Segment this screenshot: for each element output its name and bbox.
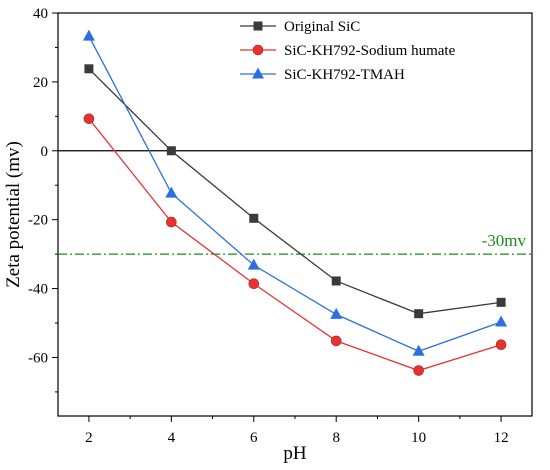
x-tick-label: 2	[85, 430, 93, 446]
y-tick-label: 40	[33, 6, 48, 22]
data-point-1-4	[413, 365, 424, 376]
data-point-0-0	[84, 64, 94, 74]
data-point-1-3	[330, 335, 342, 347]
legend-label-2: SiC-KH792-TMAH	[284, 67, 405, 83]
y-tick-label: -60	[28, 350, 48, 366]
y-tick-label: -40	[28, 282, 48, 298]
data-point-0-4	[414, 309, 424, 319]
legend-marker-1	[252, 44, 264, 56]
legend-label-0: Original SiC	[284, 19, 360, 35]
data-point-1-1	[166, 216, 177, 228]
legend-marker-0	[253, 21, 263, 31]
data-point-1-0	[83, 113, 95, 125]
series-line-1	[88, 118, 502, 372]
y-tick-label: 20	[33, 75, 48, 91]
data-point-1-2	[248, 278, 260, 290]
data-point-0-1	[166, 146, 176, 156]
data-point-2-2	[247, 258, 260, 270]
legend-marker-2	[252, 67, 264, 79]
data-point-0-5	[496, 297, 506, 307]
data-point-1-5	[495, 339, 507, 351]
x-tick-label: 6	[250, 430, 258, 446]
data-point-0-2	[249, 213, 259, 223]
x-tick-label: 8	[332, 430, 340, 446]
threshold-label: -30mv	[482, 231, 527, 250]
data-point-2-0	[82, 29, 95, 41]
x-tick-label: 10	[411, 430, 426, 446]
data-point-0-3	[331, 276, 341, 286]
data-point-2-1	[165, 186, 178, 198]
data-point-2-5	[495, 315, 508, 327]
series-line-2	[88, 35, 502, 352]
series-line-0	[88, 68, 502, 315]
x-tick-label: 12	[494, 430, 509, 446]
x-axis-title: pH	[283, 443, 307, 464]
y-tick-label: -20	[28, 213, 48, 229]
data-point-2-4	[412, 344, 425, 356]
data-point-2-3	[330, 307, 343, 319]
y-tick-label: 0	[41, 144, 49, 160]
legend: Original SiC SiC-KH792-Sodium humate SiC-K…	[240, 19, 456, 83]
legend-label-1: SiC-KH792-Sodium humate	[284, 43, 456, 59]
x-tick-label: 4	[168, 430, 176, 446]
y-axis-title: Zeta potential (mv)	[3, 141, 24, 288]
